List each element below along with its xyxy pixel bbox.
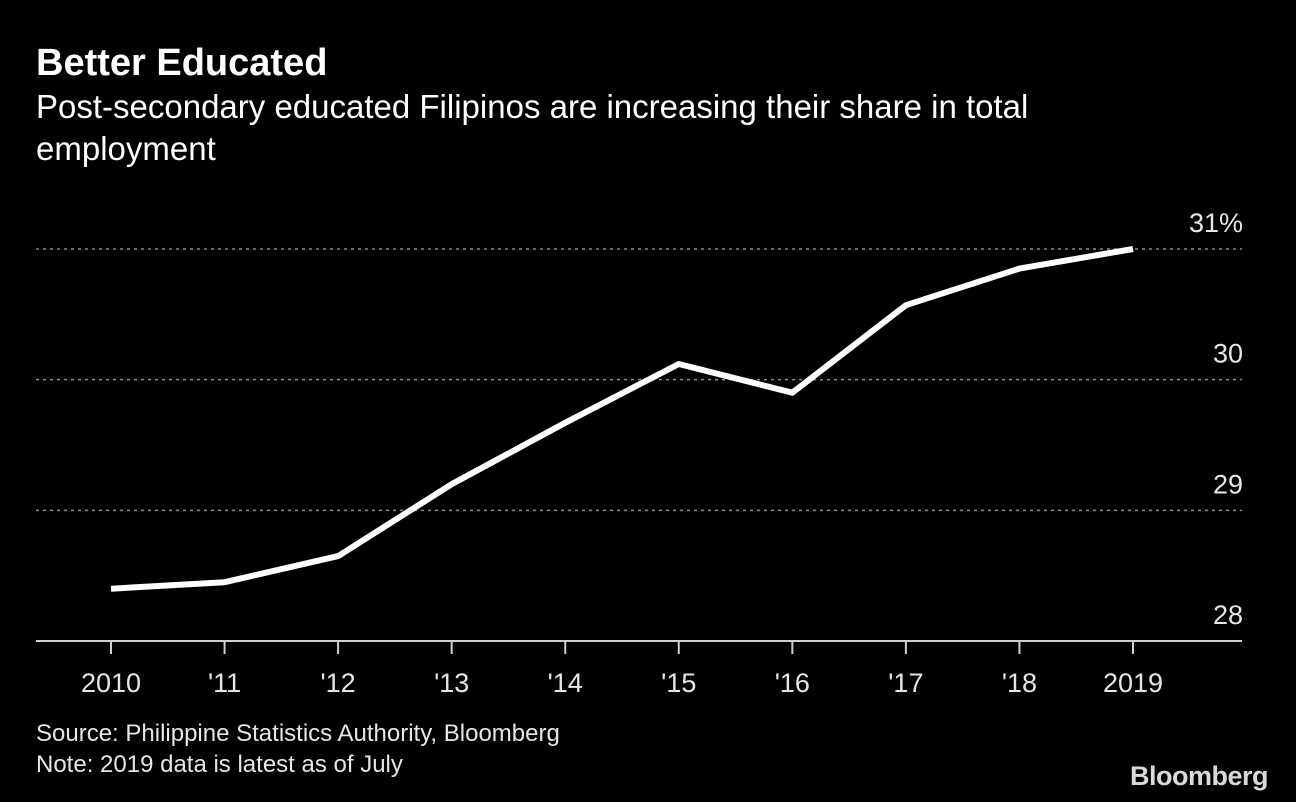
x-tick-label-3: '13 [434,668,469,698]
y-tick-label-28: 28 [1213,600,1243,630]
chart-title: Better Educated [36,42,328,84]
y-tick-label-29: 29 [1213,469,1243,499]
x-tick-label-4: '14 [548,668,583,698]
y-tick-label-30: 30 [1213,339,1243,369]
data-note: Note: 2019 data is latest as of July [36,751,403,778]
gridlines [36,248,1242,512]
tick-labels: 28 29 30 31% 2010 '11 '12 '13 '14 '15 '16 '17 '18 201… [81,208,1243,698]
x-tick-label-0: 2010 [81,668,141,698]
x-tick-label-8: '18 [1002,668,1037,698]
x-tick-label-2: '12 [321,668,356,698]
chart-subtitle: Post-secondary educated Filipinos are in… [36,88,1029,167]
bloomberg-logo: Bloomberg [1129,761,1269,791]
series-layer [110,246,1134,592]
chart-footer: Source: Philippine Statistics Authority,… [36,718,560,780]
x-tick-label-5: '15 [661,668,696,698]
x-tick-label-7: '17 [888,668,923,698]
x-tick-label-6: '16 [775,668,810,698]
series-line-0 [110,246,1134,592]
y-tick-label-31: 31% [1189,208,1243,238]
source-note: Source: Philippine Statistics Authority,… [36,720,560,747]
x-tick-label-9: 2019 [1103,668,1163,698]
x-tick-label-1: '11 [208,668,241,698]
x-axis [36,640,1242,654]
